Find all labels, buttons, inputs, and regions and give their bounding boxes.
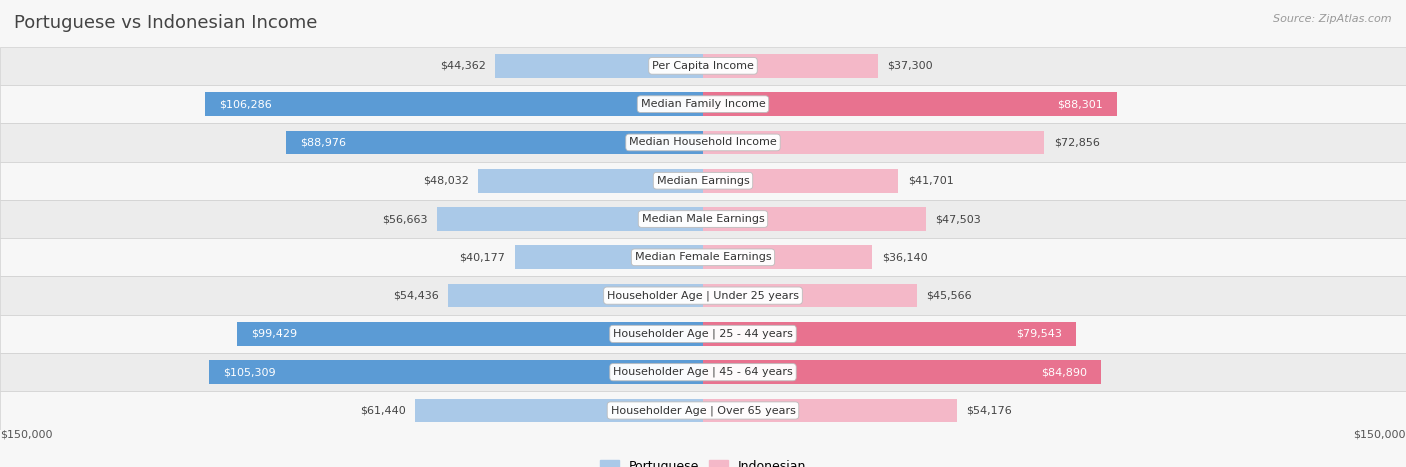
Bar xyxy=(0,162,1406,200)
Text: $45,566: $45,566 xyxy=(927,290,972,301)
Text: $88,976: $88,976 xyxy=(299,137,346,148)
Bar xyxy=(0,353,1406,391)
Bar xyxy=(437,207,703,231)
Text: $105,309: $105,309 xyxy=(224,367,276,377)
Bar xyxy=(209,361,703,384)
Bar xyxy=(495,54,703,78)
Bar xyxy=(703,246,872,269)
Bar xyxy=(703,284,917,307)
Text: Median Male Earnings: Median Male Earnings xyxy=(641,214,765,224)
Text: Householder Age | Under 25 years: Householder Age | Under 25 years xyxy=(607,290,799,301)
Text: $37,300: $37,300 xyxy=(887,61,932,71)
Text: Portuguese vs Indonesian Income: Portuguese vs Indonesian Income xyxy=(14,14,318,32)
Bar xyxy=(0,123,1406,162)
Text: Median Family Income: Median Family Income xyxy=(641,99,765,109)
Text: $106,286: $106,286 xyxy=(219,99,271,109)
Bar xyxy=(703,54,877,78)
Text: $99,429: $99,429 xyxy=(252,329,297,339)
Bar xyxy=(0,391,1406,430)
Text: Householder Age | 25 - 44 years: Householder Age | 25 - 44 years xyxy=(613,329,793,339)
Text: Per Capita Income: Per Capita Income xyxy=(652,61,754,71)
Bar xyxy=(703,361,1101,384)
Text: $40,177: $40,177 xyxy=(460,252,505,262)
Bar xyxy=(0,315,1406,353)
Text: $44,362: $44,362 xyxy=(440,61,485,71)
Text: $54,176: $54,176 xyxy=(966,405,1012,416)
Bar xyxy=(478,169,703,192)
Text: $84,890: $84,890 xyxy=(1040,367,1087,377)
Bar xyxy=(703,322,1076,346)
Text: Source: ZipAtlas.com: Source: ZipAtlas.com xyxy=(1274,14,1392,24)
Text: $79,543: $79,543 xyxy=(1017,329,1062,339)
Text: $54,436: $54,436 xyxy=(392,290,439,301)
Text: $56,663: $56,663 xyxy=(382,214,427,224)
Text: $150,000: $150,000 xyxy=(0,430,52,439)
Bar xyxy=(515,246,703,269)
Bar xyxy=(0,276,1406,315)
Bar xyxy=(0,85,1406,123)
Text: $72,856: $72,856 xyxy=(1054,137,1099,148)
Text: Median Earnings: Median Earnings xyxy=(657,176,749,186)
Text: $36,140: $36,140 xyxy=(882,252,928,262)
Text: $61,440: $61,440 xyxy=(360,405,406,416)
Bar xyxy=(0,47,1406,85)
Bar xyxy=(238,322,703,346)
Bar xyxy=(0,200,1406,238)
Bar xyxy=(703,399,957,422)
Bar xyxy=(449,284,703,307)
Text: $48,032: $48,032 xyxy=(423,176,468,186)
Text: Median Female Earnings: Median Female Earnings xyxy=(634,252,772,262)
Text: Householder Age | 45 - 64 years: Householder Age | 45 - 64 years xyxy=(613,367,793,377)
Bar xyxy=(0,238,1406,276)
Text: Median Household Income: Median Household Income xyxy=(628,137,778,148)
Bar xyxy=(703,169,898,192)
Text: $150,000: $150,000 xyxy=(1354,430,1406,439)
Bar xyxy=(703,131,1045,154)
Text: Householder Age | Over 65 years: Householder Age | Over 65 years xyxy=(610,405,796,416)
Bar xyxy=(703,207,925,231)
Bar xyxy=(415,399,703,422)
Text: $41,701: $41,701 xyxy=(908,176,953,186)
Bar xyxy=(703,92,1116,116)
Text: $47,503: $47,503 xyxy=(935,214,981,224)
Bar xyxy=(285,131,703,154)
Text: $88,301: $88,301 xyxy=(1057,99,1102,109)
Legend: Portuguese, Indonesian: Portuguese, Indonesian xyxy=(600,460,806,467)
Bar xyxy=(205,92,703,116)
